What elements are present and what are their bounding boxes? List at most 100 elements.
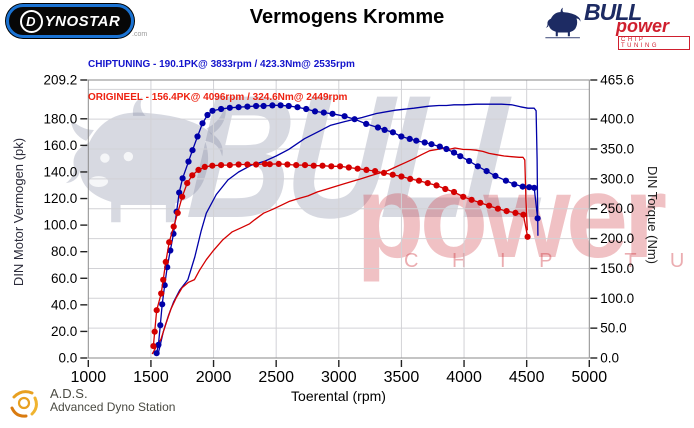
ads-logo: A.D.S. Advanced Dyno Station <box>8 387 175 419</box>
series-marker-origineel-torque <box>302 162 308 168</box>
series-marker-origineel-torque <box>469 197 475 203</box>
series-marker-chiptuning-torque <box>413 138 419 144</box>
right-tick-label: 400.0 <box>600 112 634 127</box>
series-marker-chiptuning-torque <box>503 178 509 184</box>
series-marker-origineel-torque <box>244 161 250 167</box>
chart-legend: CHIPTUNING - 190.1PK@ 3833rpm / 423.3Nm@… <box>88 37 355 125</box>
series-marker-origineel-torque <box>504 208 510 214</box>
series-marker-origineel-torque <box>253 161 259 167</box>
right-tick-label: 0.0 <box>600 351 619 366</box>
series-marker-chiptuning-torque <box>457 153 463 159</box>
right-tick-label: 100.0 <box>600 291 634 306</box>
series-marker-chiptuning-torque <box>511 181 517 187</box>
series-marker-origineel-torque <box>398 173 404 179</box>
left-tick-label: 140.0 <box>44 164 78 179</box>
series-marker-origineel-torque <box>407 176 413 182</box>
ads-abbr: A.D.S. <box>50 387 175 401</box>
series-marker-origineel-torque <box>163 259 169 265</box>
series-marker-origineel-torque <box>171 224 177 230</box>
x-tick-label: 2500 <box>258 369 294 386</box>
right-tick-label: 150.0 <box>600 261 634 276</box>
series-marker-chiptuning-torque <box>375 124 381 130</box>
series-marker-chiptuning-torque <box>159 301 165 307</box>
series-marker-origineel-torque <box>236 161 242 167</box>
left-tick-label: 40.0 <box>51 297 77 312</box>
x-tick-label: 3500 <box>384 369 420 386</box>
series-marker-origineel-torque <box>346 164 352 170</box>
left-tick-label: 80.0 <box>51 244 77 259</box>
series-marker-origineel-torque <box>486 203 492 209</box>
series-marker-chiptuning-torque <box>382 127 388 133</box>
series-marker-origineel-torque <box>160 277 166 283</box>
series-marker-chiptuning-torque <box>437 144 443 150</box>
series-marker-chiptuning-torque <box>154 350 160 356</box>
series-marker-chiptuning-torque <box>475 163 481 169</box>
bullpower-chip-text: CHIP TUNING <box>618 36 690 50</box>
ads-name: Advanced Dyno Station <box>50 401 175 414</box>
series-marker-origineel-torque <box>209 163 215 169</box>
series-marker-origineel-torque <box>416 178 422 184</box>
legend-chiptuning-stats: - 190.1PK@ 3833rpm / 423.3Nm@ 2535rpm <box>150 59 355 70</box>
series-marker-origineel-torque <box>381 170 387 176</box>
series-marker-origineel-torque <box>520 212 526 218</box>
series-marker-chiptuning-torque <box>407 136 413 142</box>
left-tick-label: 0.0 <box>59 351 78 366</box>
right-tick-label: 300.0 <box>600 171 634 186</box>
series-marker-origineel-torque <box>319 163 325 169</box>
series-marker-chiptuning-torque <box>398 133 404 139</box>
series-marker-chiptuning-torque <box>451 150 457 156</box>
series-marker-origineel-torque <box>433 182 439 188</box>
series-marker-chiptuning-torque <box>157 322 163 328</box>
series-marker-chiptuning-torque <box>185 159 191 165</box>
series-marker-origineel-torque <box>337 163 343 169</box>
right-tick-label: 465.6 <box>600 73 634 88</box>
series-marker-origineel-torque <box>425 180 431 186</box>
legend-origineel: ORIGINEEL - 156.4PK@ 4096rpm / 324.6Nm@ … <box>88 92 355 103</box>
series-marker-chiptuning-torque <box>180 175 186 181</box>
series-marker-chiptuning-torque <box>484 168 490 174</box>
series-marker-origineel-torque <box>218 162 224 168</box>
series-marker-origineel-torque <box>152 329 158 335</box>
right-tick-label: 200.0 <box>600 231 634 246</box>
series-marker-origineel-torque <box>179 194 185 200</box>
x-tick-label: 5000 <box>572 369 608 386</box>
series-marker-chiptuning-torque <box>520 184 526 190</box>
left-tick-label: 160.0 <box>44 138 78 153</box>
series-marker-origineel-torque <box>154 307 160 313</box>
series-marker-origineel-torque <box>184 180 190 186</box>
series-marker-origineel-torque <box>189 172 195 178</box>
series-marker-chiptuning-torque <box>443 146 449 152</box>
series-marker-origineel-torque <box>158 290 164 296</box>
series-marker-origineel-torque <box>363 167 369 173</box>
legend-origineel-label: ORIGINEEL <box>88 92 143 103</box>
series-marker-origineel-torque <box>372 168 378 174</box>
left-tick-label: 60.0 <box>51 271 77 286</box>
x-tick-label: 2000 <box>196 369 232 386</box>
bullpower-logo: BULL power CHIP TUNING <box>544 2 690 48</box>
bull-logo-icon <box>544 6 582 40</box>
series-marker-chiptuning-torque <box>363 121 369 127</box>
series-marker-origineel-torque <box>311 163 317 169</box>
series-marker-chiptuning-torque <box>531 185 537 191</box>
right-tick-label: 50.0 <box>600 321 626 336</box>
left-tick-label: 120.0 <box>44 191 78 206</box>
series-marker-origineel-torque <box>284 161 290 167</box>
left-tick-label: 180.0 <box>44 111 78 126</box>
left-axis-title: DIN Motor Vermogen (pk) <box>11 127 27 297</box>
right-tick-label: 350.0 <box>600 142 634 157</box>
series-marker-origineel-torque <box>451 189 457 195</box>
left-tick-label: 209.2 <box>44 73 78 88</box>
series-marker-chiptuning-torque <box>492 173 498 179</box>
series-marker-origineel-torque <box>202 164 208 170</box>
series-marker-chiptuning-torque <box>390 129 396 135</box>
series-marker-origineel-torque <box>328 163 334 169</box>
series-marker-origineel-torque <box>525 234 531 240</box>
series-marker-origineel-torque <box>175 210 181 216</box>
series-marker-origineel-torque <box>512 210 518 216</box>
series-marker-chiptuning-torque <box>466 158 472 164</box>
dyno-screenshot: BULL power C H I P T U N I N G 209.2180.… <box>0 0 694 428</box>
series-marker-origineel-torque <box>442 186 448 192</box>
series-marker-chiptuning-torque <box>535 215 541 221</box>
legend-chiptuning: CHIPTUNING - 190.1PK@ 3833rpm / 423.3Nm@… <box>88 59 355 70</box>
series-marker-chiptuning-torque <box>194 133 200 139</box>
